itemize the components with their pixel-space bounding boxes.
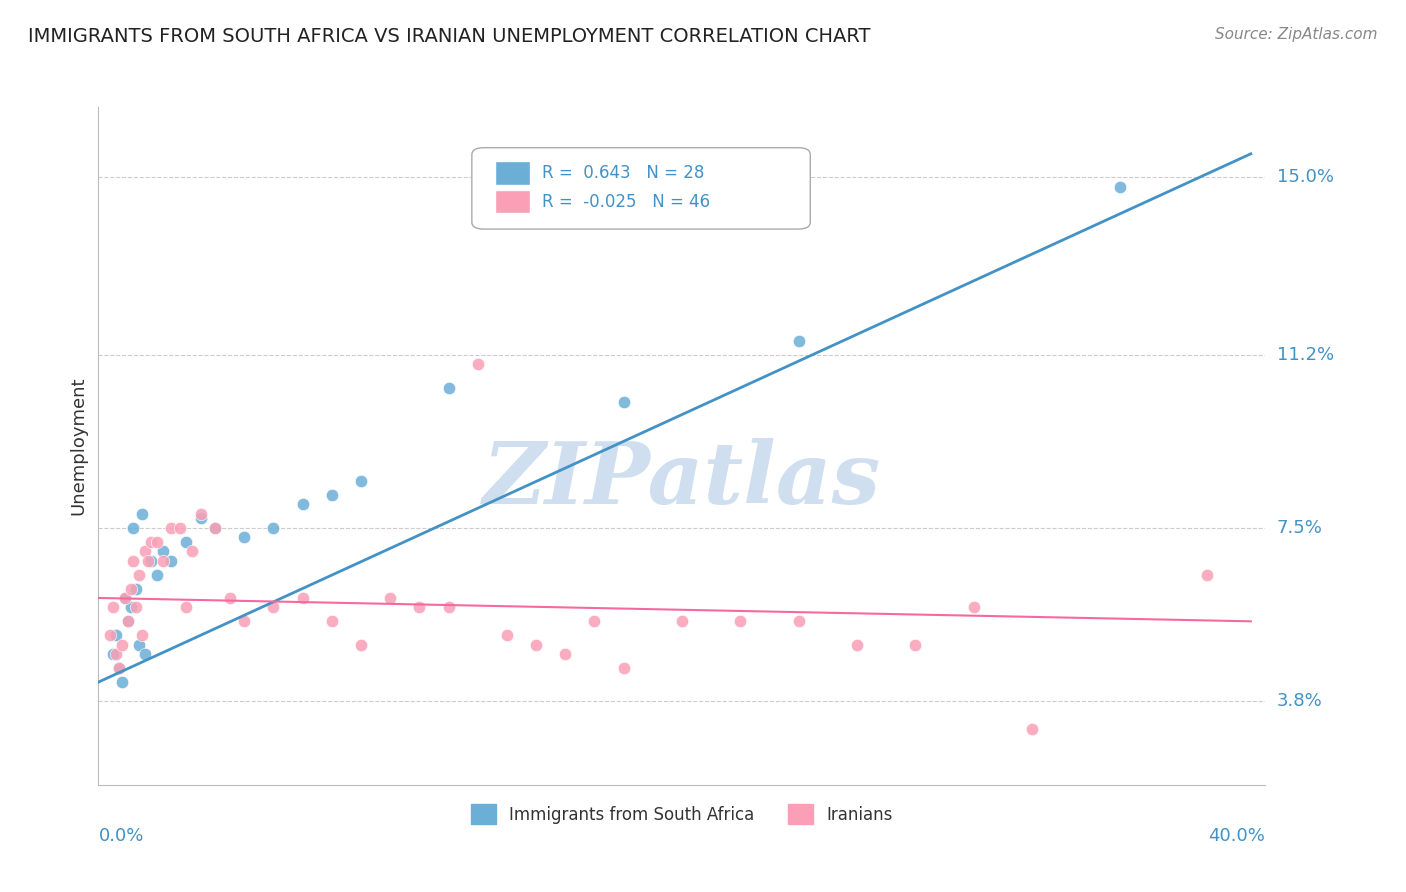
Point (117, 615, 139, 629)
Point (218, 591, 240, 605)
Point (114, 591, 136, 605)
Point (190, 507, 212, 521)
FancyBboxPatch shape (472, 148, 810, 229)
Text: R =  -0.025   N = 46: R = -0.025 N = 46 (541, 193, 710, 211)
Point (117, 615, 139, 629)
Point (190, 511, 212, 525)
Bar (495, 190, 530, 213)
Text: Source: ZipAtlas.com: Source: ZipAtlas.com (1215, 27, 1378, 42)
Point (291, 498, 314, 512)
Point (321, 615, 343, 629)
Point (111, 675, 134, 690)
Point (437, 600, 460, 615)
Point (134, 544, 156, 558)
Point (408, 600, 430, 615)
Point (321, 488, 343, 502)
Point (730, 615, 752, 629)
Point (139, 553, 162, 567)
Point (101, 600, 124, 615)
Point (128, 638, 150, 652)
Point (671, 615, 693, 629)
Point (554, 647, 576, 661)
Point (291, 591, 314, 605)
Text: 40.0%: 40.0% (1209, 827, 1265, 845)
Point (125, 582, 148, 596)
Text: 0.0%: 0.0% (98, 827, 143, 845)
Point (496, 628, 519, 642)
Point (262, 600, 284, 615)
Point (204, 521, 226, 535)
Text: IMMIGRANTS FROM SOUTH AFRICA VS IRANIAN UNEMPLOYMENT CORRELATION CHART: IMMIGRANTS FROM SOUTH AFRICA VS IRANIAN … (28, 27, 870, 45)
Point (262, 521, 284, 535)
Point (174, 534, 197, 549)
Point (111, 638, 134, 652)
Text: 3.8%: 3.8% (1277, 692, 1322, 710)
Point (104, 628, 127, 642)
Text: 7.5%: 7.5% (1277, 519, 1323, 537)
Point (120, 600, 142, 615)
Point (131, 507, 153, 521)
Point (98, 628, 121, 642)
Point (233, 530, 256, 544)
Point (101, 647, 124, 661)
Point (108, 661, 131, 675)
Point (467, 357, 489, 371)
Point (787, 334, 810, 348)
Point (104, 647, 127, 661)
Point (524, 638, 547, 652)
Point (612, 394, 634, 409)
Point (120, 582, 142, 596)
Point (152, 544, 174, 558)
Point (108, 661, 131, 675)
Point (122, 521, 145, 535)
Point (904, 638, 927, 652)
Point (174, 600, 197, 615)
Point (122, 553, 145, 567)
Point (114, 591, 136, 605)
Point (1195, 567, 1218, 582)
Point (846, 638, 869, 652)
Point (134, 647, 156, 661)
Point (437, 380, 460, 394)
Point (1021, 722, 1043, 736)
Text: 15.0%: 15.0% (1277, 169, 1333, 186)
Point (128, 567, 150, 582)
Point (612, 661, 634, 675)
Point (169, 521, 191, 535)
Point (152, 553, 174, 567)
Bar (495, 161, 530, 185)
Text: ZIPatlas: ZIPatlas (482, 438, 882, 522)
Point (380, 591, 402, 605)
Point (160, 521, 183, 535)
Y-axis label: Unemployment: Unemployment (69, 376, 87, 516)
Point (146, 534, 169, 549)
Text: R =  0.643   N = 28: R = 0.643 N = 28 (541, 164, 704, 182)
Point (787, 615, 810, 629)
Point (139, 534, 162, 549)
Point (131, 628, 153, 642)
Point (1108, 179, 1130, 194)
Point (136, 553, 159, 567)
Point (583, 615, 606, 629)
Text: 11.2%: 11.2% (1277, 346, 1334, 364)
Point (350, 474, 373, 488)
Point (962, 600, 984, 615)
Point (146, 567, 169, 582)
Point (233, 615, 256, 629)
Point (180, 544, 202, 558)
Point (204, 521, 226, 535)
Legend: Immigrants from South Africa, Iranians: Immigrants from South Africa, Iranians (464, 797, 900, 830)
Point (350, 638, 373, 652)
Point (160, 553, 183, 567)
Point (125, 600, 148, 615)
